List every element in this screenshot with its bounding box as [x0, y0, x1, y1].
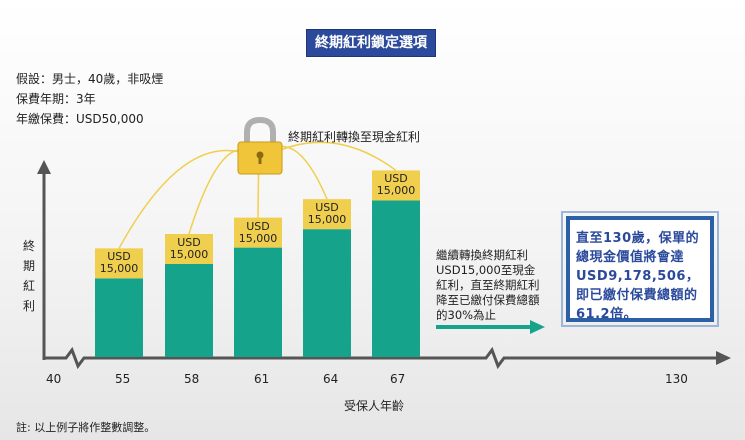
x-tick-61: 61 [254, 372, 270, 386]
assumption-annual-premium: 年繳保費：USD50,000 [16, 112, 144, 126]
bonus-tag-age-64 [303, 199, 351, 230]
y-axis-label: 終期紅利 [22, 239, 35, 313]
page-title: 終期紅利鎖定選項 [306, 29, 436, 57]
x-axis-label: 受保人年齡 [344, 399, 405, 413]
bonus-tag-age-61 [234, 217, 282, 248]
bar-age-55 [95, 278, 143, 357]
x-tick-67: 67 [390, 372, 406, 386]
assumption-premium-term: 保費年期：3年 [16, 92, 96, 106]
bar-label-age-55: USD 15,000 [95, 251, 143, 275]
x-tick-58: 58 [184, 372, 200, 386]
bar-label-currency: USD [246, 219, 270, 233]
bar-label-amount: 15,000 [307, 213, 347, 227]
x-tick-130: 130 [665, 372, 688, 386]
x-tick-55: 55 [115, 372, 131, 386]
bar-label-age-67: USD 15,000 [372, 173, 420, 197]
bar-label-age-58: USD 15,000 [165, 237, 213, 261]
x-axis-arrowhead [716, 351, 731, 365]
bar-label-currency: USD [315, 201, 339, 215]
bar-label-amount: 15,000 [238, 231, 278, 245]
x-tick-40: 40 [46, 372, 62, 386]
bar-age-67 [372, 200, 420, 357]
bar-age-61 [234, 247, 282, 357]
bar-label-amount: 15,000 [99, 262, 139, 276]
footnote: 註: 以上例子將作整數調整。 [16, 421, 156, 434]
continue-arrow-head [530, 320, 545, 334]
y-axis-arrowhead [37, 160, 51, 174]
bar-label-age-64: USD 15,000 [303, 202, 351, 226]
bar-label-amount: 15,000 [376, 184, 416, 198]
bar-label-currency: USD [384, 172, 408, 186]
x-axis [44, 346, 718, 370]
lock-label: 終期紅利轉換至現金紅利 [288, 130, 421, 144]
callout-frame [561, 211, 719, 327]
bar-age-64 [303, 229, 351, 357]
continue-note: 繼續轉換終期紅利USD15,000至現金紅利，直至終期紅利降至已繳付保費總額的3… [436, 248, 540, 322]
x-tick-64: 64 [323, 372, 339, 386]
bar-label-amount: 15,000 [169, 248, 209, 261]
assumption-gender-age: 假設：男士，40歲，非吸煙 [16, 72, 164, 86]
bonus-tag-age-67 [372, 170, 420, 201]
bar-label-age-61: USD 15,000 [234, 219, 282, 245]
bar-label-currency: USD [177, 236, 201, 249]
bar-age-58 [165, 264, 213, 357]
callout-summary: 直至130歲，保單的總現金價值將會達USD9,178,506，即已繳付保費總額的… [566, 216, 714, 322]
bar-label-currency: USD [107, 250, 131, 264]
bonus-tag-age-55 [95, 248, 143, 279]
bonus-tag-age-58 [165, 234, 213, 264]
padlock-icon [237, 116, 283, 175]
